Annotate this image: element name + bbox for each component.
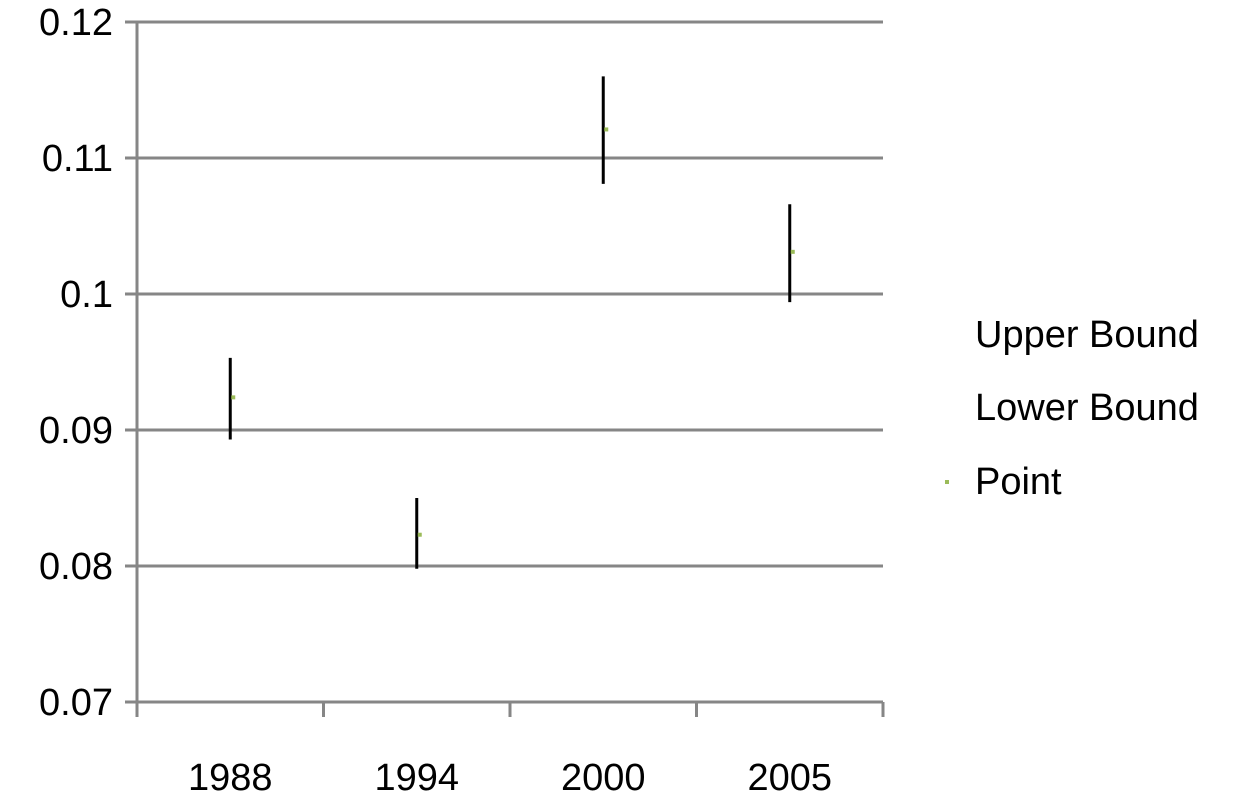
point-marker bbox=[790, 249, 795, 254]
x-tick-label: 2000 bbox=[561, 757, 646, 799]
legend-label: Lower Bound bbox=[975, 387, 1199, 429]
point-marker bbox=[231, 395, 236, 400]
x-tick-label: 1994 bbox=[374, 757, 459, 799]
legend-label: Upper Bound bbox=[975, 314, 1199, 356]
legend-point-marker bbox=[945, 480, 949, 484]
legend-label: Point bbox=[975, 461, 1062, 503]
point-marker bbox=[417, 532, 422, 537]
y-tick-label: 0.07 bbox=[39, 682, 113, 724]
y-tick-label: 0.11 bbox=[42, 138, 113, 180]
x-tick-label: 2005 bbox=[747, 757, 832, 799]
y-tick-label: 0.1 bbox=[60, 274, 113, 316]
y-tick-label: 0.12 bbox=[39, 2, 113, 44]
y-tick-label: 0.09 bbox=[39, 410, 113, 452]
point-marker bbox=[604, 127, 609, 132]
y-tick-label: 0.08 bbox=[39, 546, 113, 588]
x-tick-label: 1988 bbox=[188, 757, 273, 799]
